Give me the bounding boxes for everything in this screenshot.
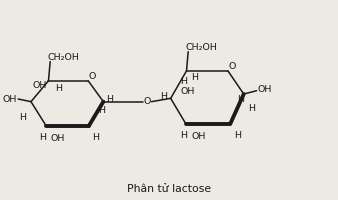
- Text: OH: OH: [3, 95, 17, 104]
- Text: H: H: [19, 113, 26, 122]
- Text: OH: OH: [191, 132, 206, 141]
- Text: OH: OH: [258, 85, 272, 94]
- Text: H: H: [180, 77, 187, 86]
- Text: H: H: [98, 106, 105, 115]
- Text: H: H: [55, 84, 62, 93]
- Text: Phân tử lactose: Phân tử lactose: [127, 184, 211, 194]
- Text: H: H: [92, 133, 99, 142]
- Text: H: H: [160, 92, 167, 101]
- Text: O: O: [143, 97, 151, 106]
- Text: H: H: [191, 73, 198, 82]
- Text: H: H: [237, 95, 244, 104]
- Text: CH₂OH: CH₂OH: [47, 53, 79, 62]
- Text: H: H: [39, 133, 46, 142]
- Text: H: H: [106, 95, 114, 104]
- Text: H: H: [179, 131, 187, 140]
- Text: H: H: [248, 104, 255, 113]
- Text: H: H: [234, 131, 241, 140]
- Text: OH: OH: [51, 134, 65, 143]
- Text: O: O: [89, 72, 96, 81]
- Text: O: O: [228, 62, 236, 71]
- Text: OH: OH: [181, 87, 195, 96]
- Text: OH: OH: [32, 81, 47, 90]
- Text: CH₂OH: CH₂OH: [185, 43, 217, 52]
